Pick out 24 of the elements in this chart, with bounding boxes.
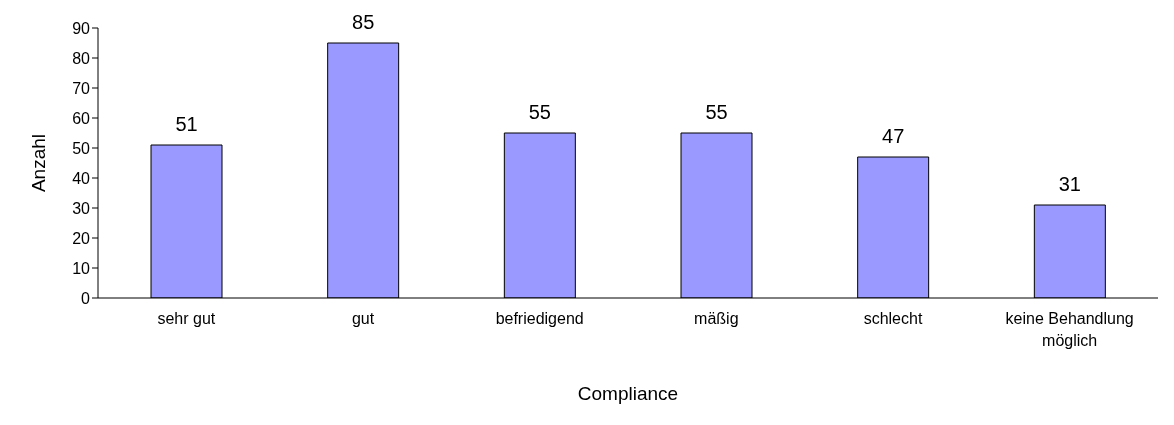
x-tick-label: keine Behandlung möglich (1005, 310, 1134, 349)
y-tick-label: 40 (72, 169, 91, 187)
y-tick-label: 30 (72, 199, 91, 217)
y-tick-label: 60 (72, 109, 91, 127)
x-tick-label: mäßig (694, 310, 739, 327)
y-tick-label: 80 (72, 49, 91, 67)
data-label: 51 (175, 113, 198, 135)
x-tick-label: befriedigend (495, 310, 584, 327)
data-label: 47 (882, 125, 905, 147)
y-tick-label: 90 (72, 19, 91, 37)
data-label: 31 (1058, 173, 1081, 195)
y-tick-label: 20 (72, 229, 91, 247)
data-label: 85 (352, 11, 375, 33)
y-axis-title: Anzahl (27, 133, 49, 193)
data-label: 55 (705, 101, 728, 123)
data-label: 55 (528, 101, 551, 123)
x-tick-label: schlecht (863, 310, 923, 327)
y-tick-label: 0 (81, 289, 91, 307)
x-tick-label: sehr gut (157, 310, 216, 327)
y-tick-label: 50 (72, 139, 91, 157)
y-tick-label: 70 (72, 79, 91, 97)
y-tick-label: 10 (72, 259, 91, 277)
x-axis-title: Compliance (577, 383, 679, 404)
x-tick-label: gut (351, 310, 375, 327)
